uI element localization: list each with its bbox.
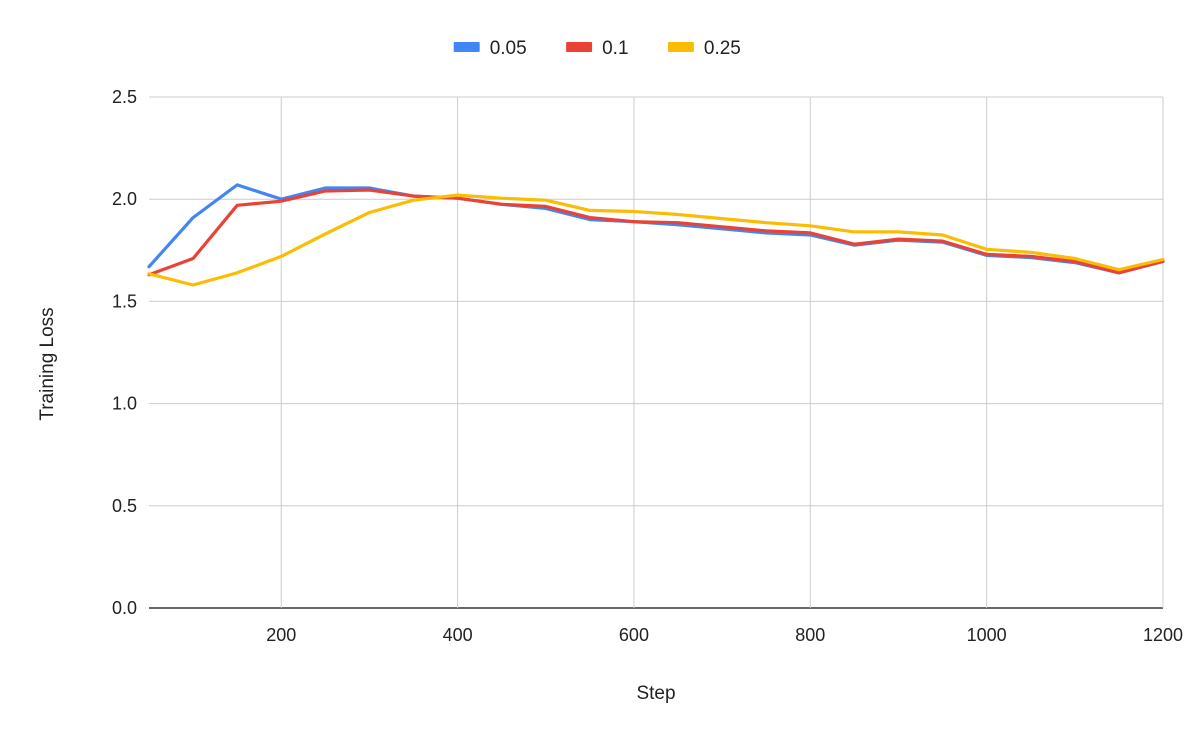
legend-label: 0.25 (704, 38, 741, 59)
x-tick-label: 800 (795, 625, 825, 645)
legend-swatch (667, 42, 694, 52)
x-tick-label: 1000 (967, 625, 1007, 645)
x-axis-title: Step (636, 683, 675, 704)
y-tick-label: 0.5 (112, 496, 137, 516)
x-tick-label: 200 (266, 625, 296, 645)
y-tick-label: 1.5 (112, 291, 137, 311)
y-tick-label: 1.0 (112, 394, 137, 414)
grid (149, 96, 1164, 609)
y-tick-label: 0.0 (112, 598, 137, 618)
x-tick-label: 1200 (1143, 625, 1183, 645)
legend-swatch (566, 42, 593, 52)
series-line-2 (147, 193, 1165, 287)
legend: 0.05 0.1 0.25 (453, 38, 741, 59)
y-tick-label: 2.5 (112, 87, 137, 107)
legend-item: 0.05 (453, 38, 527, 59)
tick-labels: 0.0 0.5 1.0 1.5 2.0 2.5 200 400 600 800 1000 1200 (112, 87, 1183, 645)
legend-item: 0.1 (566, 38, 629, 59)
series-lines (147, 183, 1165, 287)
legend-label: 0.05 (490, 38, 527, 59)
legend-label: 0.1 (602, 38, 628, 59)
x-tick-label: 400 (443, 625, 473, 645)
y-tick-label: 2.0 (112, 189, 137, 209)
y-axis-title: Training Loss (37, 307, 58, 420)
x-tick-label: 600 (619, 625, 649, 645)
legend-item: 0.25 (667, 38, 741, 59)
legend-swatch (453, 42, 480, 52)
series-line-1 (147, 188, 1165, 277)
